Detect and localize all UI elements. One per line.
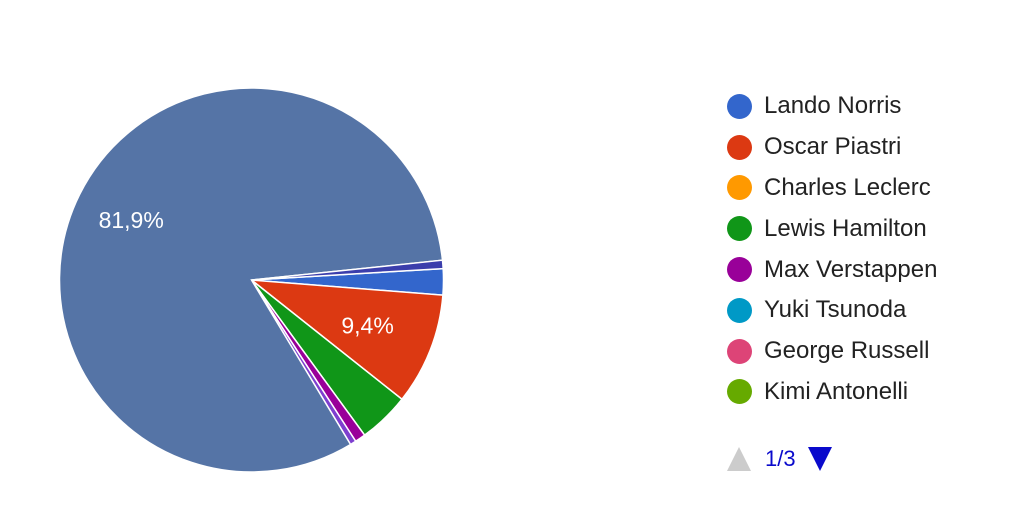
- legend-swatch: [727, 297, 752, 323]
- legend-pager: 1/3: [727, 446, 832, 472]
- legend: Lando Norris Oscar Piastri Charles Lecle…: [727, 86, 937, 412]
- triangle-up-icon[interactable]: [727, 447, 751, 471]
- triangle-down-icon[interactable]: [807, 447, 832, 471]
- legend-label: Lewis Hamilton: [764, 214, 927, 242]
- legend-label: Max Verstappen: [764, 255, 938, 283]
- slice-data-label: 81,9%: [99, 207, 164, 233]
- legend-label: George Russell: [764, 337, 930, 365]
- legend-swatch: [727, 216, 752, 242]
- slice-data-label: 9,4%: [341, 313, 393, 339]
- legend-item[interactable]: Yuki Tsunoda: [727, 290, 937, 331]
- legend-swatch: [727, 134, 752, 160]
- pie-slice[interactable]: [58, 87, 444, 473]
- legend-label: Oscar Piastri: [764, 133, 902, 161]
- legend-label: Yuki Tsunoda: [764, 296, 907, 324]
- pie-slice[interactable]: [251, 259, 444, 281]
- legend-swatch: [727, 175, 752, 201]
- legend-item[interactable]: George Russell: [727, 331, 937, 372]
- legend-item[interactable]: Kimi Antonelli: [727, 372, 937, 413]
- legend-item[interactable]: Lewis Hamilton: [727, 208, 937, 249]
- legend-item[interactable]: Oscar Piastri: [727, 127, 937, 168]
- legend-label: Charles Leclerc: [764, 173, 931, 201]
- legend-swatch: [727, 379, 752, 405]
- legend-label: Kimi Antonelli: [764, 377, 909, 405]
- legend-swatch: [727, 93, 752, 119]
- legend-label: Lando Norris: [764, 92, 902, 120]
- pie-slice[interactable]: [249, 279, 444, 401]
- legend-item[interactable]: Max Verstappen: [727, 249, 937, 290]
- legend-item[interactable]: Lando Norris: [727, 86, 937, 127]
- legend-item[interactable]: Charles Leclerc: [727, 168, 937, 209]
- legend-swatch: [727, 338, 752, 364]
- pager-page-indicator: 1/3: [765, 446, 796, 471]
- legend-swatch: [727, 257, 752, 283]
